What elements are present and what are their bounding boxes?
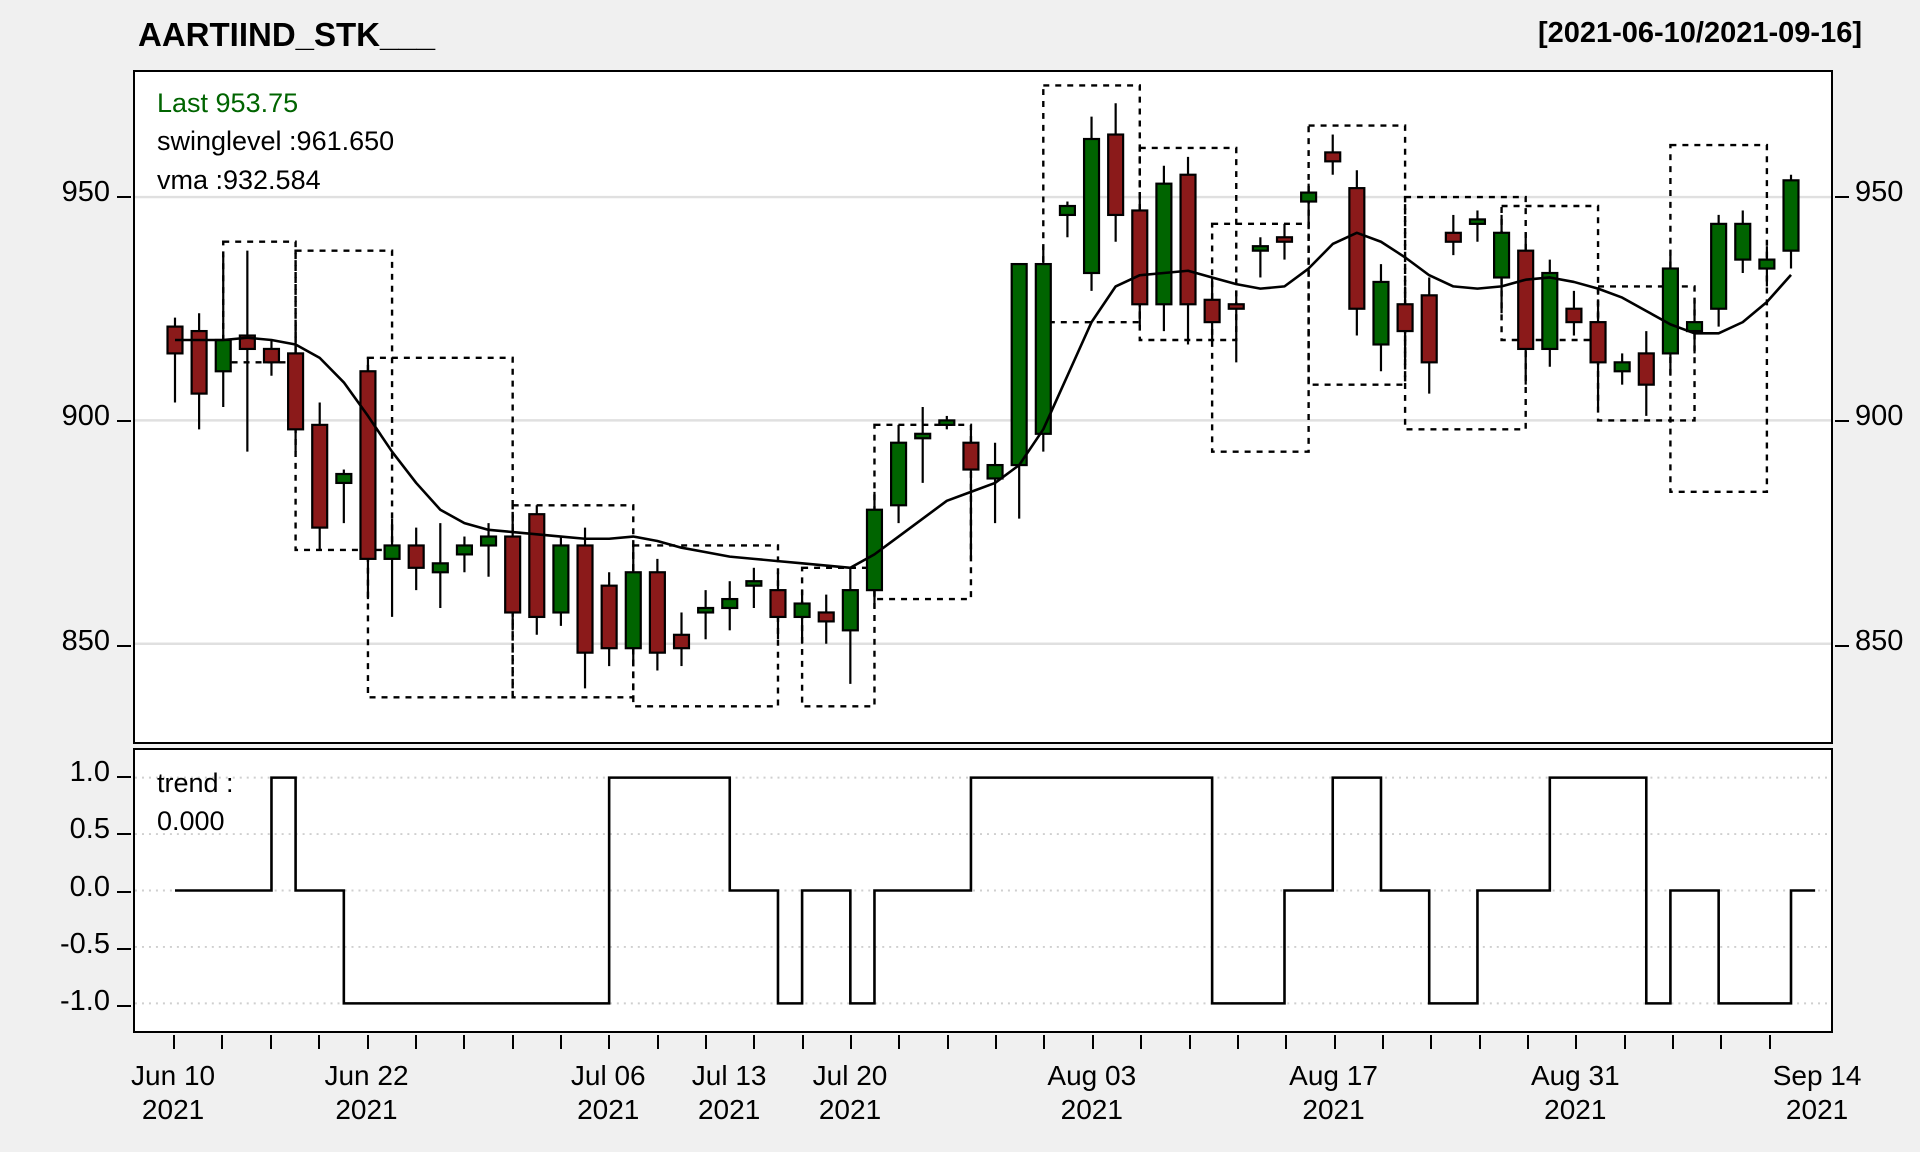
x-tick-date: Jun 22 (324, 1060, 409, 1091)
x-tick-mark (1430, 1035, 1433, 1049)
x-tick-year: 2021 (697, 1094, 761, 1126)
trend-y-tick-mark (117, 776, 131, 778)
legend-vma: vma :932.584 (157, 164, 321, 195)
legend-last-value: Last 953.75 (157, 88, 299, 118)
x-tick-mark (269, 1035, 272, 1049)
x-tick-mark (1478, 1035, 1481, 1049)
x-axis-tick-jun-22: Jun 22 2021 (277, 1059, 457, 1127)
trend-y-tick-mark (117, 1005, 131, 1007)
x-tick-mark (173, 1035, 176, 1049)
x-axis-tick-sep-14: Sep 14 2021 (1727, 1059, 1907, 1127)
x-tick-mark (1672, 1035, 1675, 1049)
x-tick-date: Jun 10 (131, 1060, 216, 1091)
x-tick-year: 2021 (1785, 1094, 1849, 1126)
x-tick-mark (995, 1035, 998, 1049)
y-axis-tick-left-950: 950 (61, 175, 110, 208)
x-tick-mark (463, 1035, 466, 1049)
x-axis-tick-jul-06: Jul 06 2021 (518, 1059, 698, 1127)
y-axis-tick-left-900: 900 (61, 400, 110, 433)
x-tick-year: 2021 (1302, 1094, 1365, 1126)
x-axis-tick-aug-03: Aug 03 2021 (1002, 1059, 1182, 1127)
price-legend: Last 953.75 swinglevel :961.650 vma :932… (157, 84, 394, 199)
x-tick-year: 2021 (1060, 1094, 1123, 1126)
y-tick-mark (117, 195, 131, 198)
x-tick-mark (414, 1035, 417, 1049)
trend-y-tick-0.0: 0.0 (69, 870, 110, 903)
price-chart-panel[interactable]: Last 953.75 swinglevel :961.650 vma :932… (133, 70, 1833, 744)
x-axis-tick-aug-31: Aug 31 2021 (1485, 1059, 1665, 1127)
trend-y-tick-0.5: 0.5 (69, 813, 110, 846)
trend-legend-label: trend : (157, 768, 234, 798)
x-tick-mark (366, 1035, 369, 1049)
x-tick-date: Aug 31 (1530, 1060, 1620, 1091)
trend-y-tick-mark (117, 833, 131, 836)
trend-y-tick-mark (117, 890, 131, 893)
y-tick-mark (1835, 195, 1849, 198)
y-tick-mark (1835, 420, 1849, 423)
x-tick-mark (1381, 1035, 1384, 1049)
y-tick-mark (1835, 645, 1849, 648)
y-axis-tick-right-950: 950 (1855, 175, 1904, 208)
x-tick-mark (559, 1035, 562, 1049)
date-range-label: [2021-06-10/2021-09-16] (1537, 17, 1862, 49)
x-tick-mark (1623, 1035, 1626, 1049)
x-tick-mark (656, 1035, 659, 1049)
trend-legend-value: 0.000 (157, 806, 225, 837)
x-tick-year: 2021 (818, 1094, 882, 1126)
x-tick-date: Jul 20 (812, 1060, 888, 1091)
x-tick-mark (318, 1035, 321, 1049)
y-axis-tick-right-850: 850 (1855, 625, 1904, 658)
y-axis-tick-right-900: 900 (1855, 400, 1904, 433)
trend-y-tick-mark (117, 947, 131, 950)
x-tick-mark (898, 1035, 901, 1049)
x-tick-year: 2021 (141, 1094, 205, 1126)
chart-header: AARTIIND_STK___ [2021-06-10/2021-09-16] (0, 0, 1920, 62)
x-tick-mark (1285, 1035, 1288, 1049)
trend-legend: trend : 0.000 (157, 764, 234, 841)
x-tick-mark (801, 1035, 804, 1049)
trend-y-tick--0.5: -0.5 (60, 927, 110, 960)
x-tick-mark (946, 1035, 949, 1049)
x-tick-mark (753, 1035, 756, 1049)
x-axis-tick-jul-13: Jul 13 2021 (639, 1059, 819, 1127)
page-title: AARTIIND_STK___ (138, 16, 436, 53)
x-tick-mark (1333, 1035, 1336, 1049)
x-tick-mark (1720, 1035, 1723, 1049)
x-tick-mark (1140, 1035, 1143, 1049)
x-tick-mark (608, 1035, 611, 1049)
trend-y-tick--1.0: -1.0 (60, 985, 110, 1017)
x-tick-mark (1526, 1035, 1529, 1049)
x-tick-date: Jul 06 (570, 1060, 646, 1091)
x-tick-date: Sep 14 (1772, 1060, 1862, 1091)
x-tick-date: Aug 17 (1289, 1060, 1378, 1091)
x-tick-mark (1091, 1035, 1094, 1049)
x-tick-mark (850, 1035, 853, 1049)
x-tick-date: Aug 03 (1047, 1060, 1137, 1091)
trend-step-plot (135, 776, 1831, 1005)
legend-swinglevel: swinglevel :961.650 (157, 126, 395, 157)
y-tick-mark (117, 420, 131, 423)
y-axis-tick-left-850: 850 (61, 625, 110, 658)
x-tick-mark (1768, 1035, 1771, 1049)
trend-indicator-panel[interactable]: trend : 0.000 (133, 748, 1833, 1033)
x-tick-year: 2021 (577, 1094, 640, 1126)
x-tick-mark (704, 1035, 707, 1049)
candlestick-plot (135, 84, 1831, 708)
trend-y-tick-1.0: 1.0 (69, 756, 110, 788)
x-tick-mark (1575, 1035, 1578, 1049)
x-axis-tick-jun-10: Jun 10 2021 (83, 1059, 263, 1127)
x-tick-year: 2021 (1544, 1094, 1607, 1126)
x-tick-mark (221, 1035, 224, 1049)
x-tick-year: 2021 (335, 1094, 398, 1126)
x-tick-mark (1236, 1035, 1239, 1049)
y-tick-mark (117, 645, 131, 648)
x-tick-date: Jul 13 (691, 1060, 767, 1091)
x-tick-mark (511, 1035, 514, 1049)
x-tick-mark (1188, 1035, 1191, 1049)
x-tick-mark (1043, 1035, 1046, 1049)
x-axis-tick-aug-17: Aug 17 2021 (1244, 1059, 1424, 1127)
x-axis-tick-jul-20: Jul 20 2021 (760, 1059, 940, 1127)
